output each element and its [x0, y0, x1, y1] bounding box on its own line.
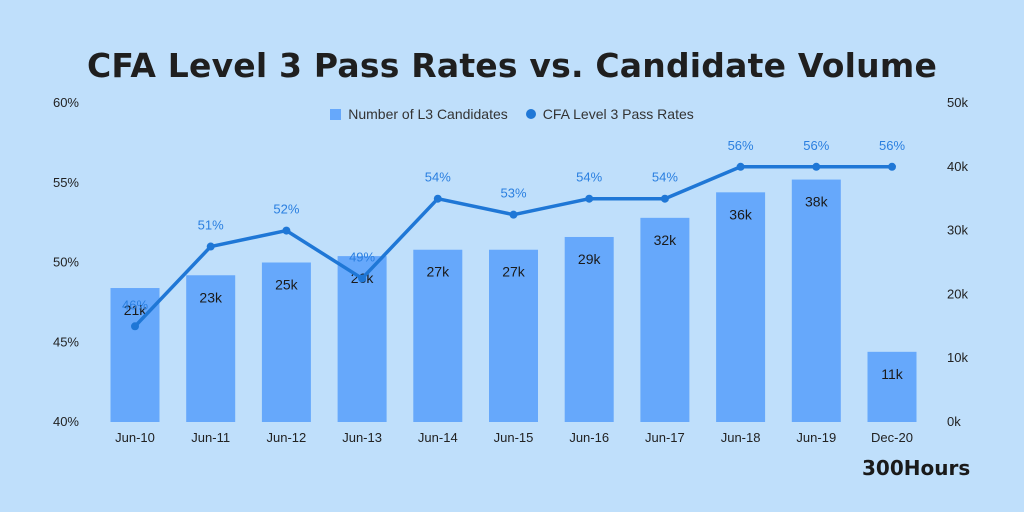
bar [261, 262, 311, 422]
bar [867, 351, 917, 422]
bar [640, 217, 690, 422]
pass-rate-label: 54% [576, 170, 602, 185]
bar [186, 275, 236, 422]
pass-rate-label: 51% [198, 218, 224, 233]
pass-rate-point [812, 162, 821, 171]
x-tick-label: Jun-11 [191, 430, 230, 445]
bar [564, 236, 614, 422]
y-left-tick-label: 55% [53, 175, 79, 190]
bar [337, 256, 387, 422]
x-tick-label: Jun-18 [721, 430, 761, 445]
legend-bar-swatch [330, 108, 342, 120]
x-tick-label: Jun-12 [267, 430, 307, 445]
y-right-tick-label: 0k [947, 414, 961, 429]
bar-value-label: 23k [199, 289, 223, 305]
bar-value-label: 21k [124, 302, 148, 318]
legend-label-pass-rates: CFA Level 3 Pass Rates [542, 106, 694, 122]
pass-rate-point [358, 274, 367, 283]
pass-rate-point [282, 226, 291, 235]
y-right-tick-label: 50k [947, 95, 968, 110]
chart-title: CFA Level 3 Pass Rates vs. Candidate Vol… [86, 46, 938, 85]
x-tick-label: Jun-15 [494, 430, 534, 445]
y-left-tick-label: 40% [53, 414, 79, 429]
x-tick-label: Jun-10 [115, 430, 155, 445]
bar-value-label: 27k [427, 264, 451, 280]
pass-rate-point [433, 194, 442, 203]
x-tick-label: Dec-20 [871, 430, 913, 445]
pass-rate-label: 46% [122, 297, 148, 312]
pass-rate-label: 49% [349, 249, 375, 264]
pass-rate-point [131, 322, 139, 331]
legend-item-pass-rates: CFA Level 3 Pass Rates [525, 106, 694, 122]
y-left-tick-label: 45% [53, 334, 79, 349]
y-right-tick-label: 40k [947, 159, 968, 174]
x-tick-label: Jun-17 [645, 430, 685, 445]
pass-rate-point [206, 242, 215, 251]
y-right-tick-label: 20k [947, 286, 968, 301]
x-tick-label: Jun-14 [418, 430, 458, 445]
bar [413, 249, 463, 422]
pass-rate-label: 56% [879, 138, 905, 153]
pass-rate-label: 54% [652, 170, 678, 185]
bar-value-label: 32k [654, 232, 678, 248]
bar-value-label: 38k [805, 194, 829, 210]
pass-rate-point [509, 210, 518, 219]
pass-rate-label: 56% [803, 138, 829, 153]
x-tick-label: Jun-16 [569, 430, 609, 445]
pass-rate-point [585, 194, 594, 203]
bar [716, 192, 766, 422]
bar-value-label: 27k [502, 264, 526, 280]
x-tick-label: Jun-13 [342, 430, 382, 445]
pass-rate-label: 53% [500, 186, 526, 201]
pass-rate-label: 56% [728, 138, 754, 153]
pass-rate-point [736, 162, 745, 171]
legend-label-candidates: Number of L3 Candidates [348, 106, 508, 122]
x-tick-label: Jun-19 [796, 430, 836, 445]
y-left-tick-label: 60% [53, 95, 79, 110]
y-right-tick-label: 30k [947, 223, 968, 238]
brand-logo-text: 300Hours [862, 456, 971, 480]
legend-dot-swatch [525, 109, 536, 119]
y-left-tick-label: 50% [53, 255, 79, 270]
bar [791, 179, 841, 422]
pass-rate-label: 54% [425, 170, 451, 185]
bar-value-label: 36k [729, 206, 753, 222]
y-right-tick-label: 10k [947, 350, 968, 365]
bar-value-label: 11k [881, 366, 904, 382]
bar [489, 249, 538, 422]
legend: Number of L3 Candidates CFA Level 3 Pass… [0, 106, 1024, 122]
pass-rate-label: 52% [273, 202, 299, 217]
pass-rate-point [660, 194, 669, 203]
pass-rate-point [888, 162, 896, 171]
bar-value-label: 25k [275, 277, 299, 293]
legend-item-candidates: Number of L3 Candidates [330, 106, 508, 122]
bar-value-label: 29k [578, 251, 602, 267]
